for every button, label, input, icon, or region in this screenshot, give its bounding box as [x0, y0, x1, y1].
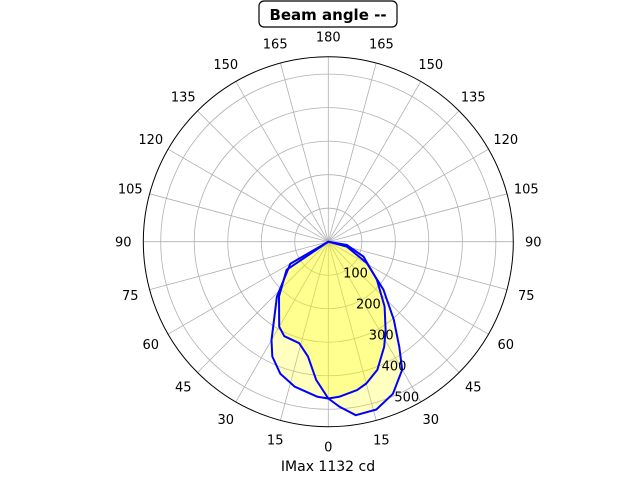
angle-tick-label: 135 — [171, 91, 196, 106]
grid-spoke — [167, 148, 329, 243]
grid-spoke — [328, 241, 489, 335]
angle-tick-label: 30 — [423, 413, 440, 428]
grid-spoke — [328, 110, 460, 242]
angle-tick-label: 30 — [218, 413, 235, 428]
angle-tick-label: 15 — [373, 434, 390, 449]
angle-tick-label: 150 — [213, 58, 238, 73]
radial-tick-label: 200 — [356, 298, 381, 313]
grid-spoke — [328, 241, 460, 373]
grid-spoke — [327, 241, 377, 421]
grid-spoke — [327, 241, 422, 403]
title-frame — [258, 0, 398, 28]
radial-tick-label: 100 — [343, 267, 368, 282]
tick-labels: 0 15 15 30 30 45 45 60 60 75 75 90 90 105 105 120 120 135… — [115, 31, 542, 456]
grid-spoke — [280, 241, 329, 421]
series-fill-1 — [279, 241, 403, 416]
angle-tick-label: 0 — [324, 441, 332, 456]
radial-tick-label: 400 — [382, 360, 407, 375]
angle-tick-label: 45 — [465, 381, 482, 396]
chart-title: Beam angle -- — [269, 6, 386, 24]
title-box: Beam angle -- — [258, 0, 398, 28]
angle-tick-label: 120 — [493, 133, 518, 148]
series-line-0 — [270, 240, 387, 400]
grid-spoke — [327, 81, 422, 242]
angle-tick-label: 165 — [369, 38, 394, 53]
grid-spoke — [328, 148, 489, 243]
grid-spoke — [328, 241, 508, 290]
grid-spoke — [235, 241, 329, 403]
angle-tick-label: 165 — [263, 38, 288, 53]
angle-tick-label: 105 — [118, 183, 143, 198]
grid-spoke — [328, 193, 508, 243]
grid-spoke — [149, 193, 329, 243]
radial-tick-label: 300 — [369, 329, 394, 344]
angle-tick-label: 60 — [143, 338, 160, 353]
grid-spoke — [197, 241, 329, 373]
angle-tick-label: 150 — [418, 58, 443, 73]
grid-spoke — [327, 62, 377, 242]
grid-spoke — [235, 81, 329, 242]
angle-tick-label: 90 — [525, 236, 542, 251]
x-axis-label: IMax 1132 cd — [281, 459, 375, 475]
grid — [142, 56, 514, 428]
angle-tick-label: 45 — [175, 381, 192, 396]
series-fill-0 — [271, 241, 386, 399]
angle-tick-label: 120 — [138, 133, 163, 148]
series-layer — [270, 240, 404, 417]
angle-tick-label: 60 — [498, 338, 515, 353]
grid-spoke — [197, 110, 329, 242]
angle-tick-label: 105 — [514, 183, 539, 198]
angle-tick-label: 15 — [267, 434, 284, 449]
radial-tick-label: 500 — [394, 391, 419, 406]
angle-tick-label: 75 — [122, 289, 139, 304]
angle-tick-label: 75 — [518, 289, 535, 304]
grid-spoke — [149, 241, 329, 290]
angle-tick-label: 180 — [316, 31, 341, 46]
outer-circle — [142, 56, 514, 428]
grid-spoke — [280, 62, 329, 242]
angle-tick-label: 90 — [115, 236, 132, 251]
series-line-1 — [278, 240, 404, 417]
angle-tick-label: 135 — [461, 91, 486, 106]
